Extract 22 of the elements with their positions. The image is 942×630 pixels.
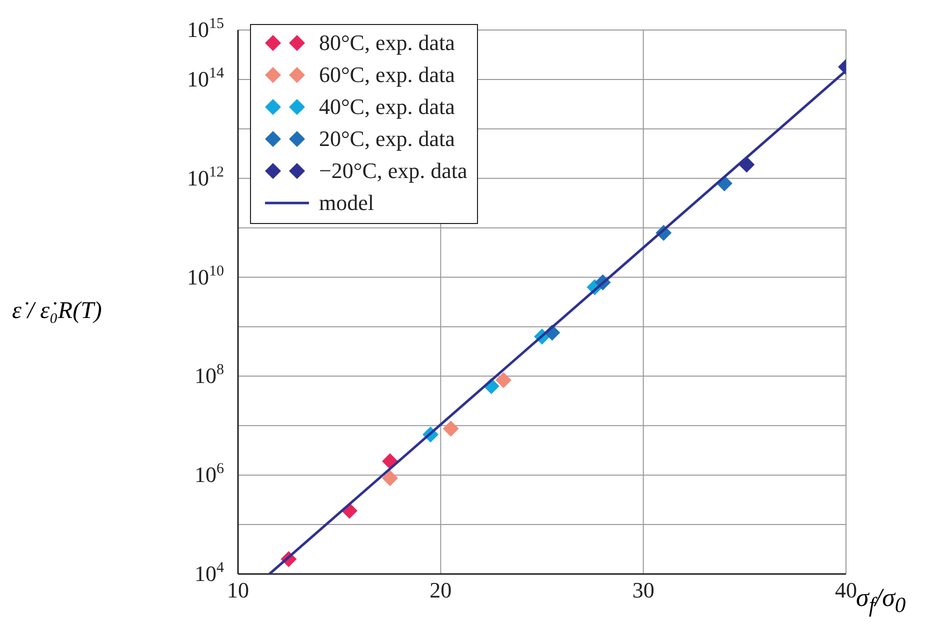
y-tick-label: 10$^{12}$ — [187, 164, 224, 190]
legend-label: model — [319, 189, 374, 217]
x-tick-label: 10 — [227, 578, 249, 603]
x-axis-title: σ$_{f}$/σ$_{0}$ — [856, 583, 906, 618]
point — [382, 470, 398, 486]
legend-label: −20°C, exp. data — [319, 157, 468, 185]
point — [442, 420, 459, 437]
legend-label: 20°C, exp. data — [319, 125, 455, 153]
x-tick-label: 40 — [835, 578, 857, 603]
y-tick-label: 10$^{8}$ — [194, 362, 224, 388]
x-tick-label: 30 — [632, 578, 654, 603]
y-tick-label: 10$^{14}$ — [187, 65, 224, 92]
legend-label: 60°C, exp. data — [319, 61, 455, 89]
y-tick-label: 10$^{15}$ — [187, 16, 224, 42]
y-tick-label: 10$^{4}$ — [194, 560, 224, 586]
y-axis-title: ε̇ / ε̇₀R(T) — [12, 298, 102, 325]
legend-label: 40°C, exp. data — [319, 93, 455, 121]
point — [495, 372, 512, 388]
x-tick-label: 20 — [430, 578, 452, 603]
legend-label: 80°C, exp. data — [319, 29, 455, 57]
y-tick-label: 10$^{6}$ — [194, 461, 224, 488]
y-tick-label: 10$^{10}$ — [187, 263, 224, 290]
